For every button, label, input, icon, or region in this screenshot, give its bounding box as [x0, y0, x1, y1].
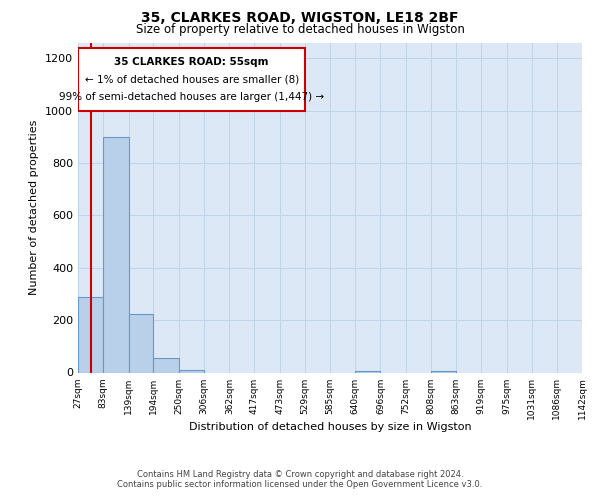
- Text: ← 1% of detached houses are smaller (8): ← 1% of detached houses are smaller (8): [85, 74, 299, 84]
- Text: 35 CLARKES ROAD: 55sqm: 35 CLARKES ROAD: 55sqm: [115, 56, 269, 66]
- Text: 35, CLARKES ROAD, WIGSTON, LE18 2BF: 35, CLARKES ROAD, WIGSTON, LE18 2BF: [141, 11, 459, 25]
- Bar: [128, 314, 154, 372]
- Bar: [103, 137, 128, 372]
- Bar: [179, 370, 204, 372]
- Bar: [154, 358, 179, 372]
- Bar: [355, 371, 380, 372]
- FancyBboxPatch shape: [78, 48, 305, 110]
- Bar: [78, 296, 103, 372]
- Text: Size of property relative to detached houses in Wigston: Size of property relative to detached ho…: [136, 22, 464, 36]
- Text: Contains HM Land Registry data © Crown copyright and database right 2024.
Contai: Contains HM Land Registry data © Crown c…: [118, 470, 482, 489]
- Text: 99% of semi-detached houses are larger (1,447) →: 99% of semi-detached houses are larger (…: [59, 92, 324, 102]
- Bar: [431, 371, 456, 372]
- X-axis label: Distribution of detached houses by size in Wigston: Distribution of detached houses by size …: [188, 422, 472, 432]
- Y-axis label: Number of detached properties: Number of detached properties: [29, 120, 40, 295]
